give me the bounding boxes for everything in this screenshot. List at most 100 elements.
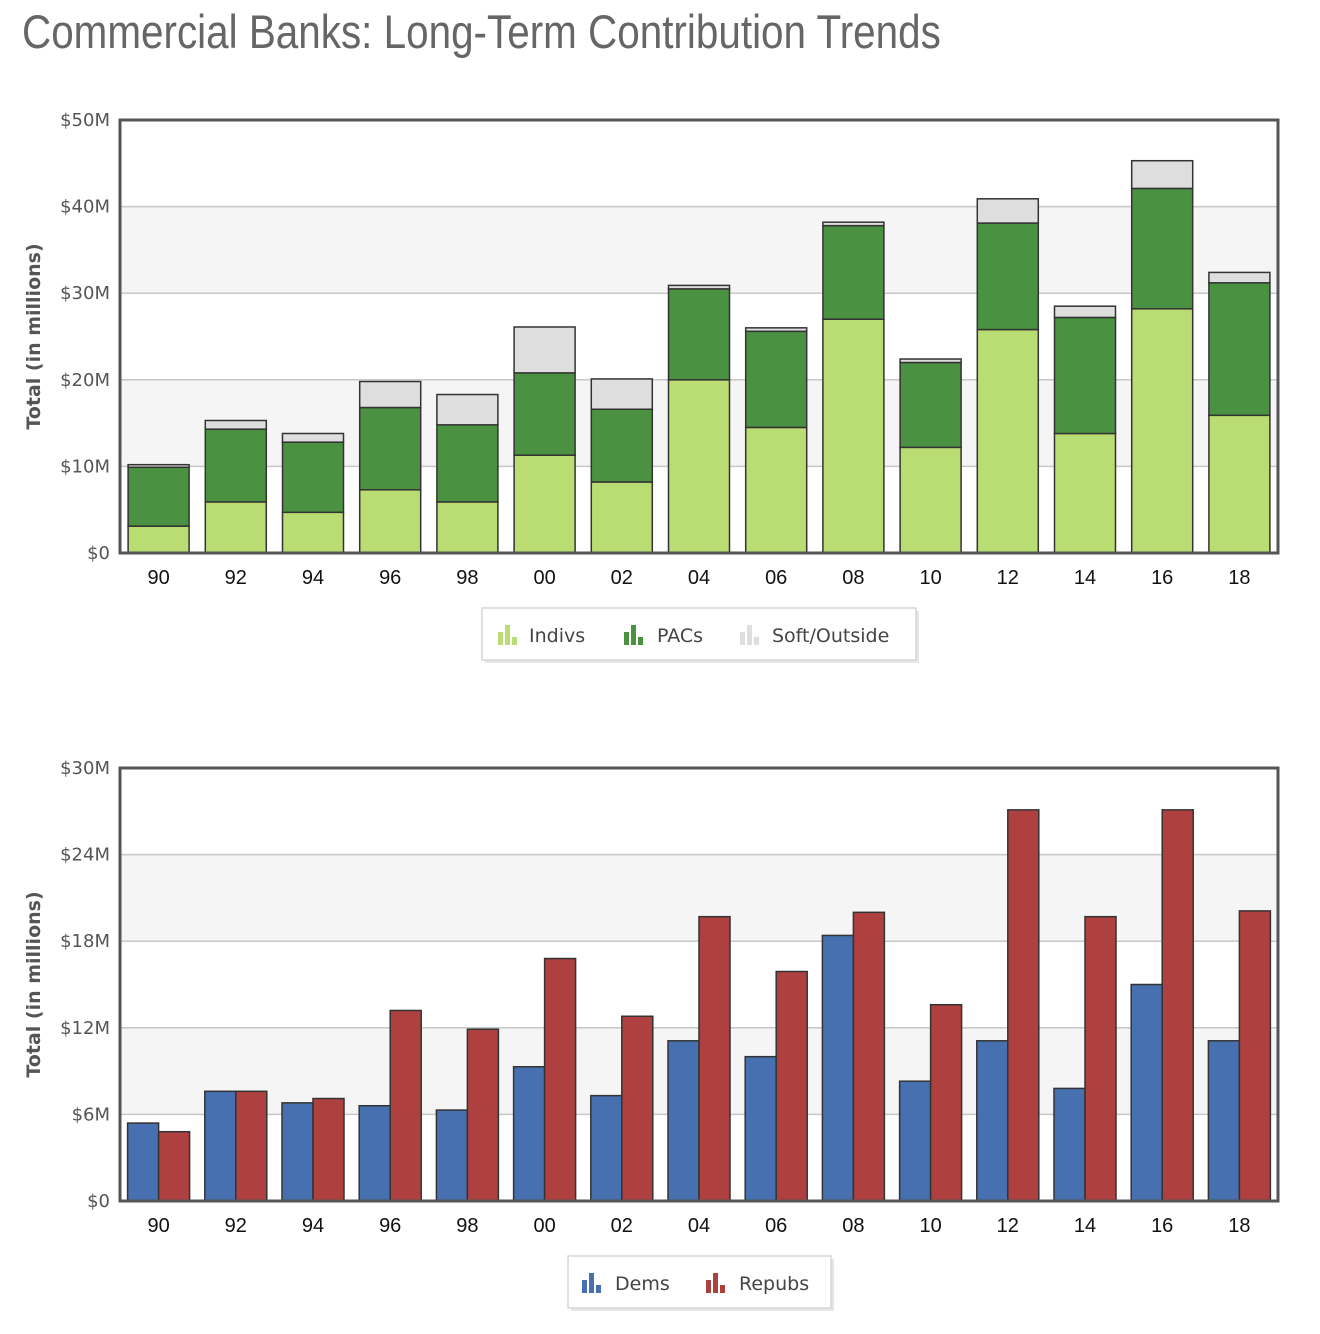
- bar-pacs-96: [358, 406, 422, 491]
- bar-pacs-04: [667, 288, 731, 381]
- bar-soft-outside-02: [590, 378, 654, 410]
- x-tick-label: 96: [379, 1215, 401, 1237]
- bar-indivs-94: [281, 511, 345, 554]
- y-tick-label: $10M: [60, 456, 110, 477]
- bar-indivs-98: [436, 501, 499, 554]
- bar-soft-outside-12: [976, 198, 1040, 224]
- bar-repubs-12: [1007, 809, 1040, 1202]
- bar-dems-98: [435, 1109, 469, 1202]
- y-tick-label: $18M: [60, 931, 110, 952]
- y-tick-label: $50M: [60, 110, 110, 131]
- x-tick-label: 18: [1228, 567, 1250, 589]
- x-tick-label: 02: [611, 567, 633, 589]
- bar-soft-outside-90: [127, 463, 190, 469]
- x-tick-label: 00: [533, 1215, 555, 1237]
- legend: Dems Repubs: [567, 1255, 834, 1311]
- x-tick-label: 04: [688, 1215, 710, 1237]
- bar-indivs-02: [590, 481, 654, 554]
- legend-label: Indivs: [529, 625, 585, 647]
- bar-repubs-10: [929, 1003, 963, 1202]
- plot-band: [120, 206, 1278, 294]
- x-tick-label: 92: [225, 567, 247, 589]
- legend-label: Dems: [615, 1273, 670, 1295]
- y-tick-label: $30M: [60, 283, 110, 304]
- y-tick-label: $0: [87, 1191, 110, 1212]
- bar-chart-icon: [582, 1273, 601, 1293]
- bar-dems-10: [898, 1080, 932, 1202]
- bar-soft-outside-94: [281, 432, 345, 443]
- bar-indivs-06: [744, 426, 808, 554]
- x-tick-label: 04: [688, 567, 710, 589]
- bar-repubs-92: [235, 1090, 268, 1202]
- legend-box: [567, 1255, 832, 1309]
- bar-dems-04: [667, 1040, 700, 1202]
- legend-item-repubs[interactable]: Repubs: [706, 1273, 809, 1295]
- legend-item-soft-outside[interactable]: Soft/Outside: [740, 625, 889, 647]
- bar-repubs-06: [775, 970, 808, 1202]
- bar-dems-02: [590, 1094, 623, 1202]
- legend-item-dems[interactable]: Dems: [582, 1273, 670, 1295]
- x-tick-label: 14: [1074, 1215, 1096, 1237]
- legend-item-indivs[interactable]: Indivs: [498, 625, 585, 647]
- x-tick-label: 10: [919, 1215, 941, 1237]
- y-tick-label: $0: [87, 543, 110, 564]
- y-tick-label: $6M: [72, 1104, 110, 1125]
- bar-dems-92: [204, 1090, 237, 1202]
- y-tick-label: $40M: [60, 197, 110, 218]
- bar-pacs-94: [281, 441, 345, 514]
- bar-repubs-16: [1161, 809, 1194, 1202]
- x-tick-label: 06: [765, 567, 787, 589]
- plot-band: [120, 120, 1278, 207]
- bar-soft-outside-92: [204, 419, 268, 430]
- bar-repubs-08: [852, 911, 886, 1202]
- bar-indivs-08: [822, 318, 885, 554]
- bar-chart-icon: [740, 625, 759, 645]
- bar-soft-outside-98: [436, 393, 499, 426]
- bar-soft-outside-18: [1208, 271, 1271, 284]
- x-tick-label: 92: [225, 1215, 247, 1237]
- bar-pacs-02: [590, 408, 654, 483]
- bar-soft-outside-10: [899, 358, 962, 364]
- bar-soft-outside-06: [744, 327, 808, 333]
- y-axis-label: Total (in millions): [23, 243, 45, 429]
- x-tick-label: 14: [1074, 567, 1096, 589]
- legend: Indivs PACs Soft/Outside: [481, 607, 919, 663]
- x-tick-label: 18: [1228, 1215, 1250, 1237]
- bar-indivs-16: [1130, 308, 1194, 554]
- bar-dems-12: [976, 1040, 1009, 1202]
- bar-dems-08: [821, 934, 855, 1202]
- y-tick-label: $20M: [60, 370, 110, 391]
- bar-dems-94: [281, 1102, 314, 1202]
- bar-repubs-94: [312, 1097, 345, 1202]
- x-tick-label: 90: [147, 1215, 169, 1237]
- bar-indivs-10: [899, 446, 962, 554]
- bar-dems-90: [126, 1122, 160, 1202]
- legend-item-pacs[interactable]: PACs: [624, 625, 703, 647]
- x-tick-label: 94: [302, 1215, 324, 1237]
- bar-pacs-14: [1053, 316, 1117, 435]
- x-tick-label: 96: [379, 567, 401, 589]
- bar-pacs-06: [744, 330, 808, 429]
- x-tick-label: 98: [456, 1215, 478, 1237]
- bar-soft-outside-96: [358, 380, 422, 409]
- bar-chart-icon: [624, 625, 643, 645]
- bar-pacs-18: [1208, 282, 1271, 417]
- legend-label: Repubs: [739, 1273, 809, 1295]
- y-tick-label: $30M: [60, 758, 110, 779]
- y-tick-label: $24M: [60, 845, 110, 866]
- bar-indivs-12: [976, 328, 1040, 554]
- bar-soft-outside-08: [822, 221, 885, 227]
- bar-pacs-98: [436, 424, 499, 503]
- plot-band: [120, 768, 1278, 855]
- bar-indivs-04: [667, 379, 731, 554]
- x-tick-label: 12: [997, 1215, 1019, 1237]
- bar-repubs-02: [621, 1015, 654, 1202]
- party-split-chart: $0 $6M $12M $18M $24M $30M Total (in millions…: [23, 758, 1280, 1311]
- x-tick-label: 12: [997, 567, 1019, 589]
- bar-pacs-10: [899, 361, 962, 449]
- bar-repubs-14: [1084, 915, 1117, 1202]
- bar-indivs-14: [1053, 432, 1117, 554]
- page-title: Commercial Banks: Long-Term Contribution…: [22, 5, 941, 58]
- bar-pacs-92: [204, 428, 268, 503]
- contribution-source-chart: $0 $10M $20M $30M $40M $50M Total (in million…: [23, 110, 1280, 663]
